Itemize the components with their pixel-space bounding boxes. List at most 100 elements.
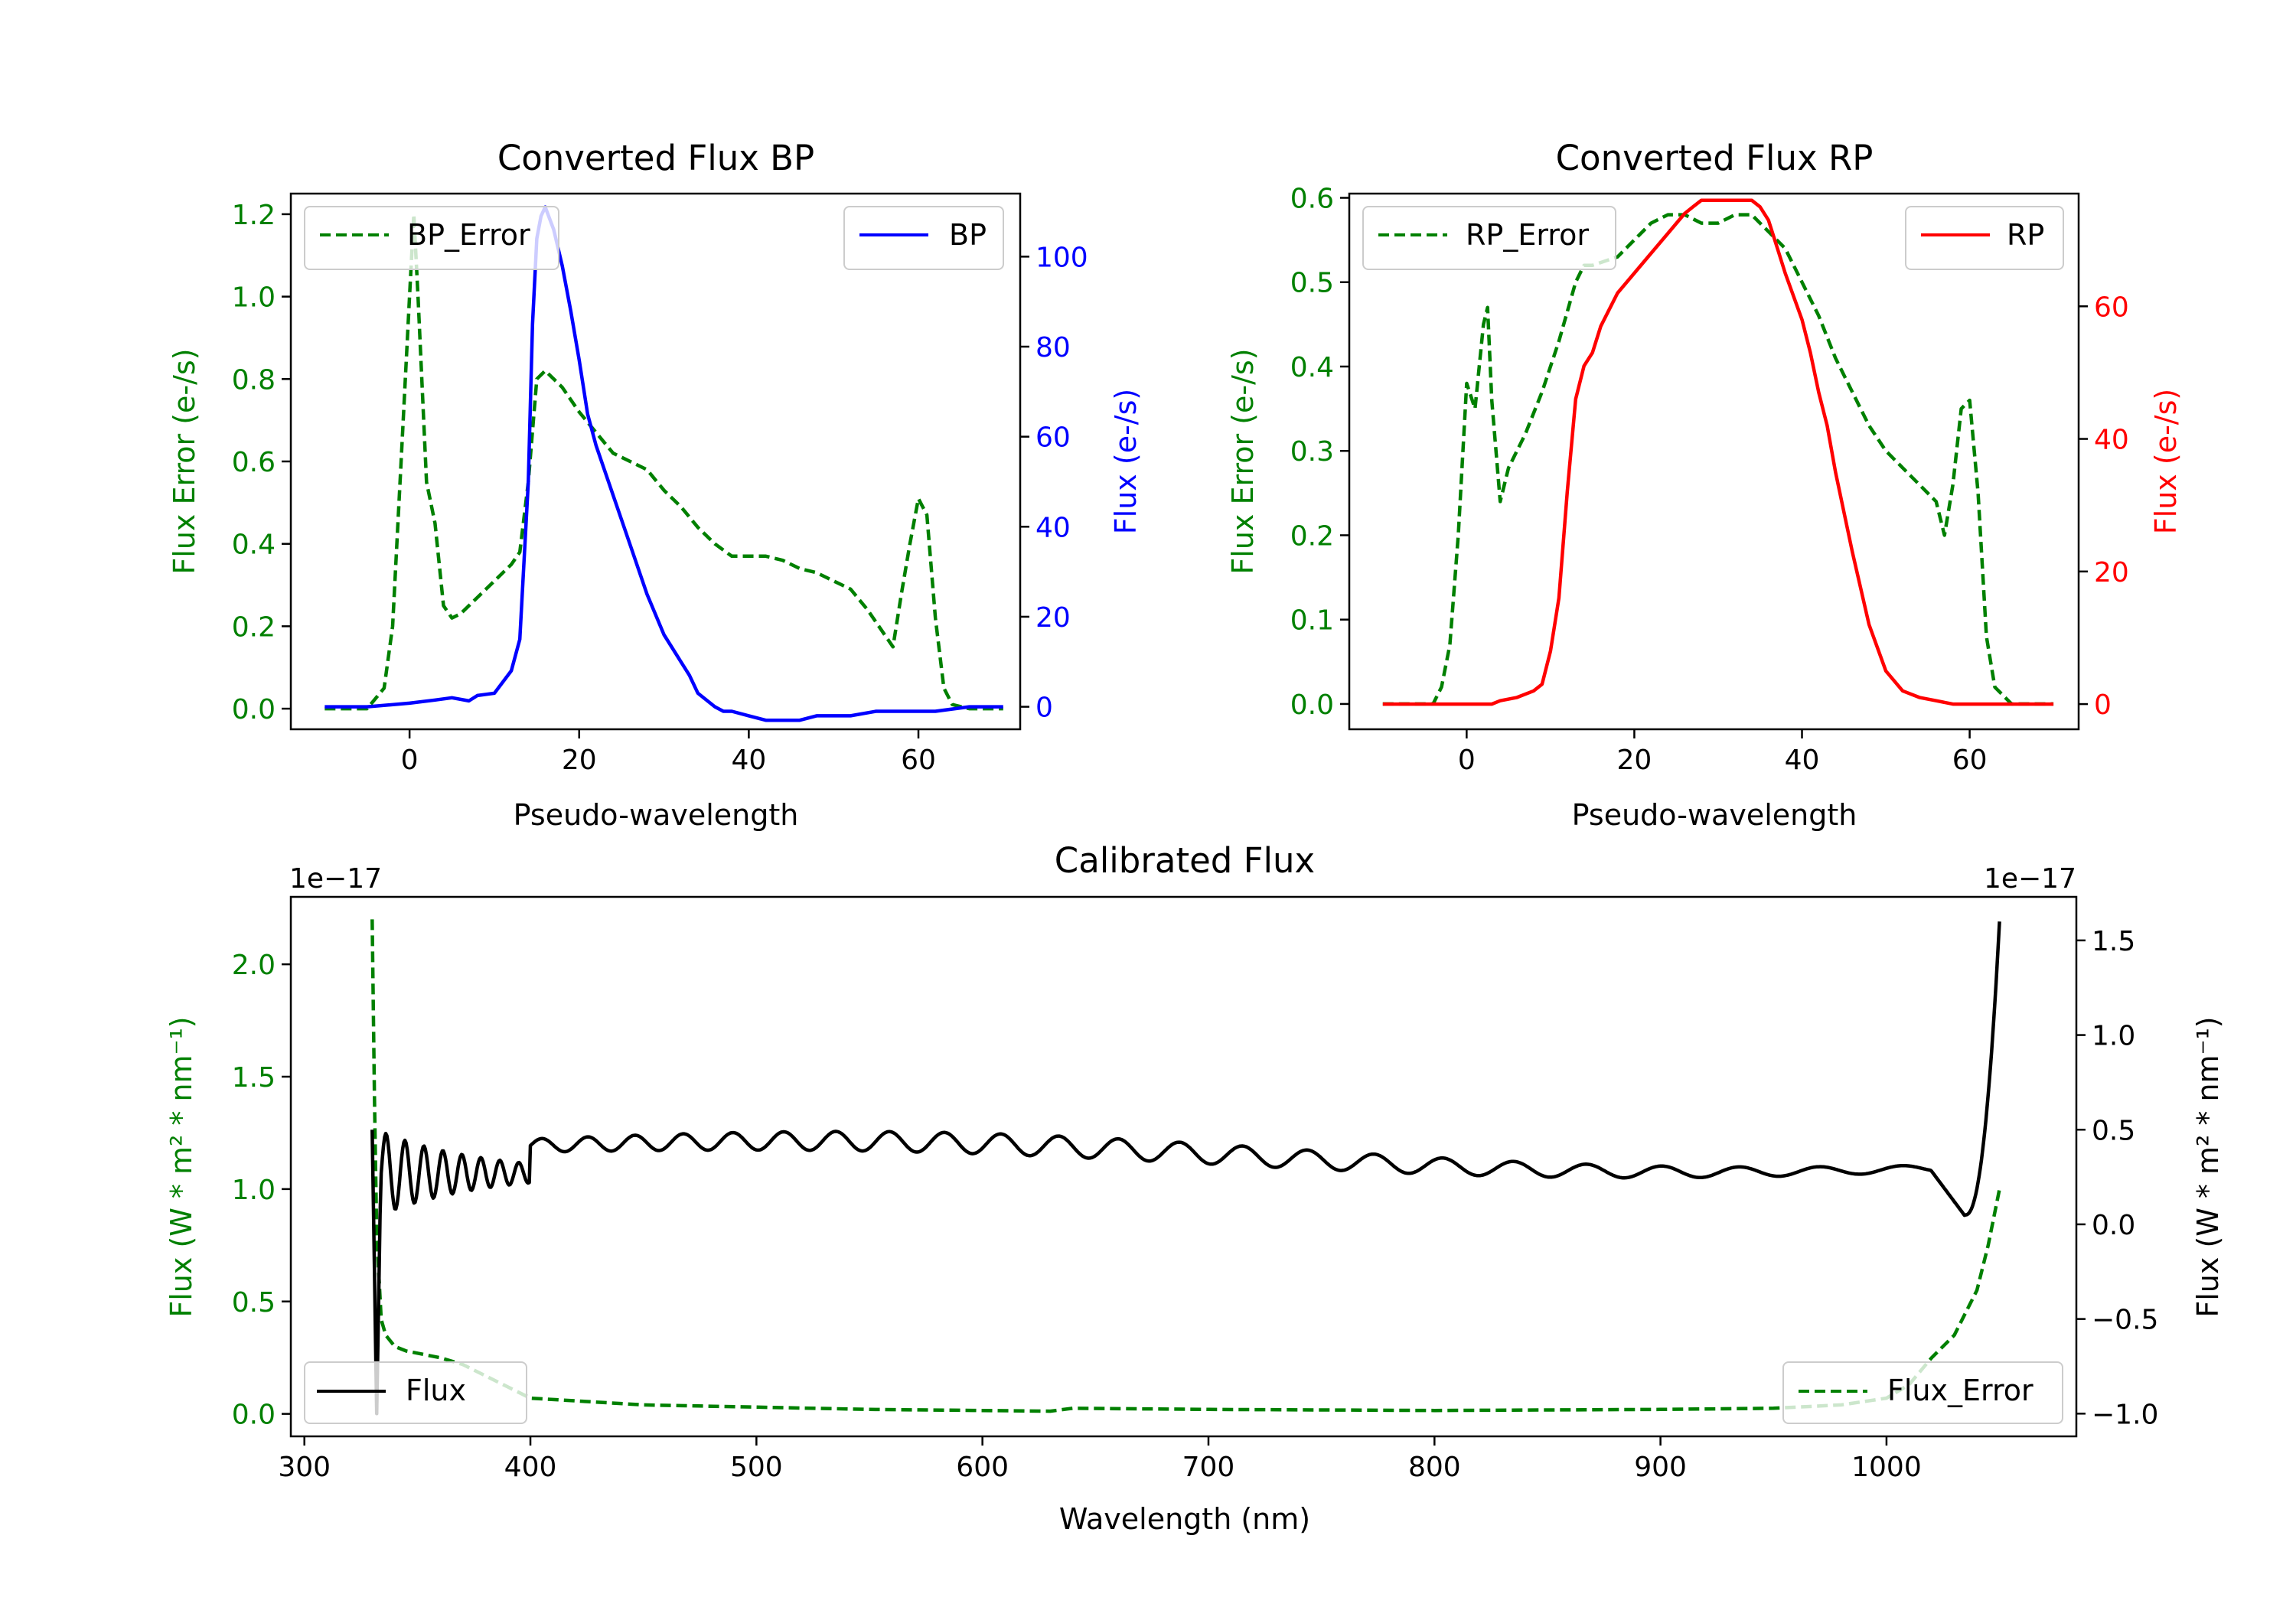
- bp-error-legend: BP_Error: [304, 206, 559, 270]
- y-tick-label: 0.4: [232, 530, 276, 561]
- x-tick-label: 800: [1408, 1452, 1461, 1483]
- x-tick-label: 900: [1634, 1452, 1687, 1483]
- x-tick-label: 0: [1458, 745, 1476, 776]
- bp-right-y-label: Flux (e-/s): [1109, 389, 1143, 534]
- bp-left-y-label: Flux Error (e-/s): [168, 348, 201, 574]
- y-tick-label: 0.0: [2092, 1210, 2135, 1241]
- y-tick-label: 60: [2094, 292, 2129, 323]
- x-tick-label: 300: [278, 1452, 331, 1483]
- x-tick-label: 20: [1617, 745, 1652, 776]
- y-tick-label: 0.2: [1290, 520, 1334, 552]
- y-tick-label: 1.5: [232, 1062, 276, 1094]
- rp-legend-box: [1905, 206, 2064, 270]
- bp-title: Converted Flux BP: [497, 138, 814, 178]
- cal-left-y-label: Flux (W * m² * nm⁻¹): [165, 1016, 198, 1317]
- y-tick-label: 60: [1035, 422, 1071, 454]
- y-tick-label: 0.1: [1290, 605, 1334, 637]
- y-tick-label: 1.0: [232, 1175, 276, 1206]
- cal-x-ticks: 300 400 500 600 700 800 900 1000: [278, 1436, 1922, 1483]
- x-tick-label: 60: [1952, 745, 1988, 776]
- bp-left-y-ticks: 0.0 0.2 0.4 0.6 0.8 1.0 1.2: [232, 200, 291, 725]
- bp-flux-line: [325, 205, 1003, 722]
- rp-right-y-ticks: 0 20 40 60: [2079, 292, 2129, 721]
- cal-error-legend: Flux_Error: [1782, 1361, 2063, 1424]
- rp-legend: RP: [1905, 206, 2064, 270]
- cal-plot-area: [370, 919, 2001, 1416]
- y-tick-label: 0.0: [232, 694, 276, 725]
- y-tick-label: 0.5: [1290, 268, 1334, 299]
- x-tick-label: 600: [956, 1452, 1009, 1483]
- cal-title: Calibrated Flux: [1055, 840, 1315, 881]
- calibrated-panel: Calibrated Flux 1e−17 1e−17 300 400 500 600…: [165, 840, 2225, 1536]
- y-tick-label: 20: [2094, 557, 2129, 588]
- x-tick-label: 40: [731, 745, 766, 776]
- bp-legend-box: [843, 206, 1004, 270]
- x-tick-label: 60: [901, 745, 936, 776]
- y-tick-label: 0.6: [1290, 184, 1334, 215]
- rp-error-legend-box: [1362, 206, 1616, 270]
- y-tick-label: 1.2: [232, 200, 276, 231]
- y-tick-label: 0.0: [1290, 689, 1334, 721]
- cal-right-y-ticks: −1.0 −0.5 0.0 0.5 1.0 1.5: [2076, 926, 2158, 1430]
- y-tick-label: 80: [1035, 332, 1071, 363]
- cal-left-offset-text: 1e−17: [289, 863, 382, 895]
- cal-axes-frame: [289, 895, 2078, 1438]
- rp-error-legend-label: RP_Error: [1466, 218, 1589, 252]
- y-tick-label: 0.5: [232, 1287, 276, 1319]
- bp-right-y-ticks: 0 20 40 60 80 100: [1020, 242, 1088, 724]
- bp-x-label: Pseudo-wavelength: [514, 798, 799, 832]
- rp-flux-line: [1382, 198, 2054, 706]
- cal-flux-legend: Flux: [304, 1361, 527, 1424]
- bp-error-legend-box: [304, 206, 559, 270]
- y-tick-label: 0.0: [232, 1400, 276, 1431]
- y-tick-label: 0.5: [2092, 1115, 2135, 1146]
- y-tick-label: 20: [1035, 602, 1071, 634]
- rp-error-line: [1382, 213, 2054, 706]
- cal-error-legend-label: Flux_Error: [1887, 1374, 2033, 1407]
- rp-left-y-label: Flux Error (e-/s): [1226, 348, 1260, 574]
- rp-axes-frame: [1348, 192, 2080, 731]
- cal-x-label: Wavelength (nm): [1059, 1502, 1310, 1536]
- x-tick-label: 400: [504, 1452, 557, 1483]
- cal-flux-line: [370, 921, 2001, 1416]
- cal-error-line: [370, 919, 2001, 1413]
- bp-legend-label: BP: [949, 218, 987, 252]
- cal-right-offset-text: 1e−17: [1984, 863, 2076, 895]
- y-tick-label: 40: [2094, 425, 2129, 456]
- y-tick-label: 40: [1035, 512, 1071, 543]
- rp-panel: Converted Flux RP 0 20 40 60 0.00.10.20.30.…: [1226, 138, 2183, 832]
- bp-legend: BP: [843, 206, 1004, 270]
- x-tick-label: 0: [401, 745, 419, 776]
- y-tick-label: 0.8: [232, 364, 276, 396]
- cal-error-legend-box: [1782, 1361, 2063, 1424]
- rp-plot-area: [1382, 198, 2054, 706]
- bp-panel: Converted Flux BP 0 20 40 60 0.0 0.2 0.4 0.6 0.…: [168, 138, 1143, 832]
- x-tick-label: 20: [562, 745, 597, 776]
- bp-error-line: [325, 212, 1003, 711]
- x-tick-label: 1000: [1851, 1452, 1922, 1483]
- cal-flux-legend-box: [304, 1361, 527, 1424]
- rp-title: Converted Flux RP: [1556, 138, 1874, 178]
- y-tick-label: 0.6: [232, 447, 276, 478]
- y-tick-label: 0.4: [1290, 352, 1334, 383]
- x-tick-label: 40: [1785, 745, 1820, 776]
- y-tick-label: 0.2: [232, 611, 276, 643]
- y-tick-label: 0: [2094, 689, 2112, 721]
- rp-legend-label: RP: [2007, 218, 2044, 252]
- y-tick-label: 1.0: [2092, 1021, 2135, 1052]
- y-tick-label: −0.5: [2092, 1305, 2158, 1336]
- rp-left-y-ticks: 0.0 0.1 0.2 0.3 0.4 0.5 0.6: [1290, 184, 1349, 721]
- y-tick-label: 100: [1035, 242, 1088, 273]
- y-tick-label: 1.5: [2092, 926, 2135, 957]
- x-tick-label: 500: [730, 1452, 783, 1483]
- y-tick-label: 0.3: [1290, 436, 1334, 468]
- y-tick-label: 2.0: [232, 950, 276, 981]
- bp-plot-area: [325, 205, 1003, 722]
- y-tick-label: −1.0: [2092, 1399, 2158, 1430]
- rp-right-y-label: Flux (e-/s): [2149, 389, 2183, 534]
- rp-error-legend: RP_Error: [1362, 206, 1616, 270]
- cal-left-y-ticks: 0.0 0.5 1.0 1.5 2.0: [232, 950, 291, 1431]
- rp-x-ticks: 0 20 40 60: [1458, 729, 1988, 776]
- cal-right-y-label: Flux (W * m² * nm⁻¹): [2191, 1016, 2225, 1317]
